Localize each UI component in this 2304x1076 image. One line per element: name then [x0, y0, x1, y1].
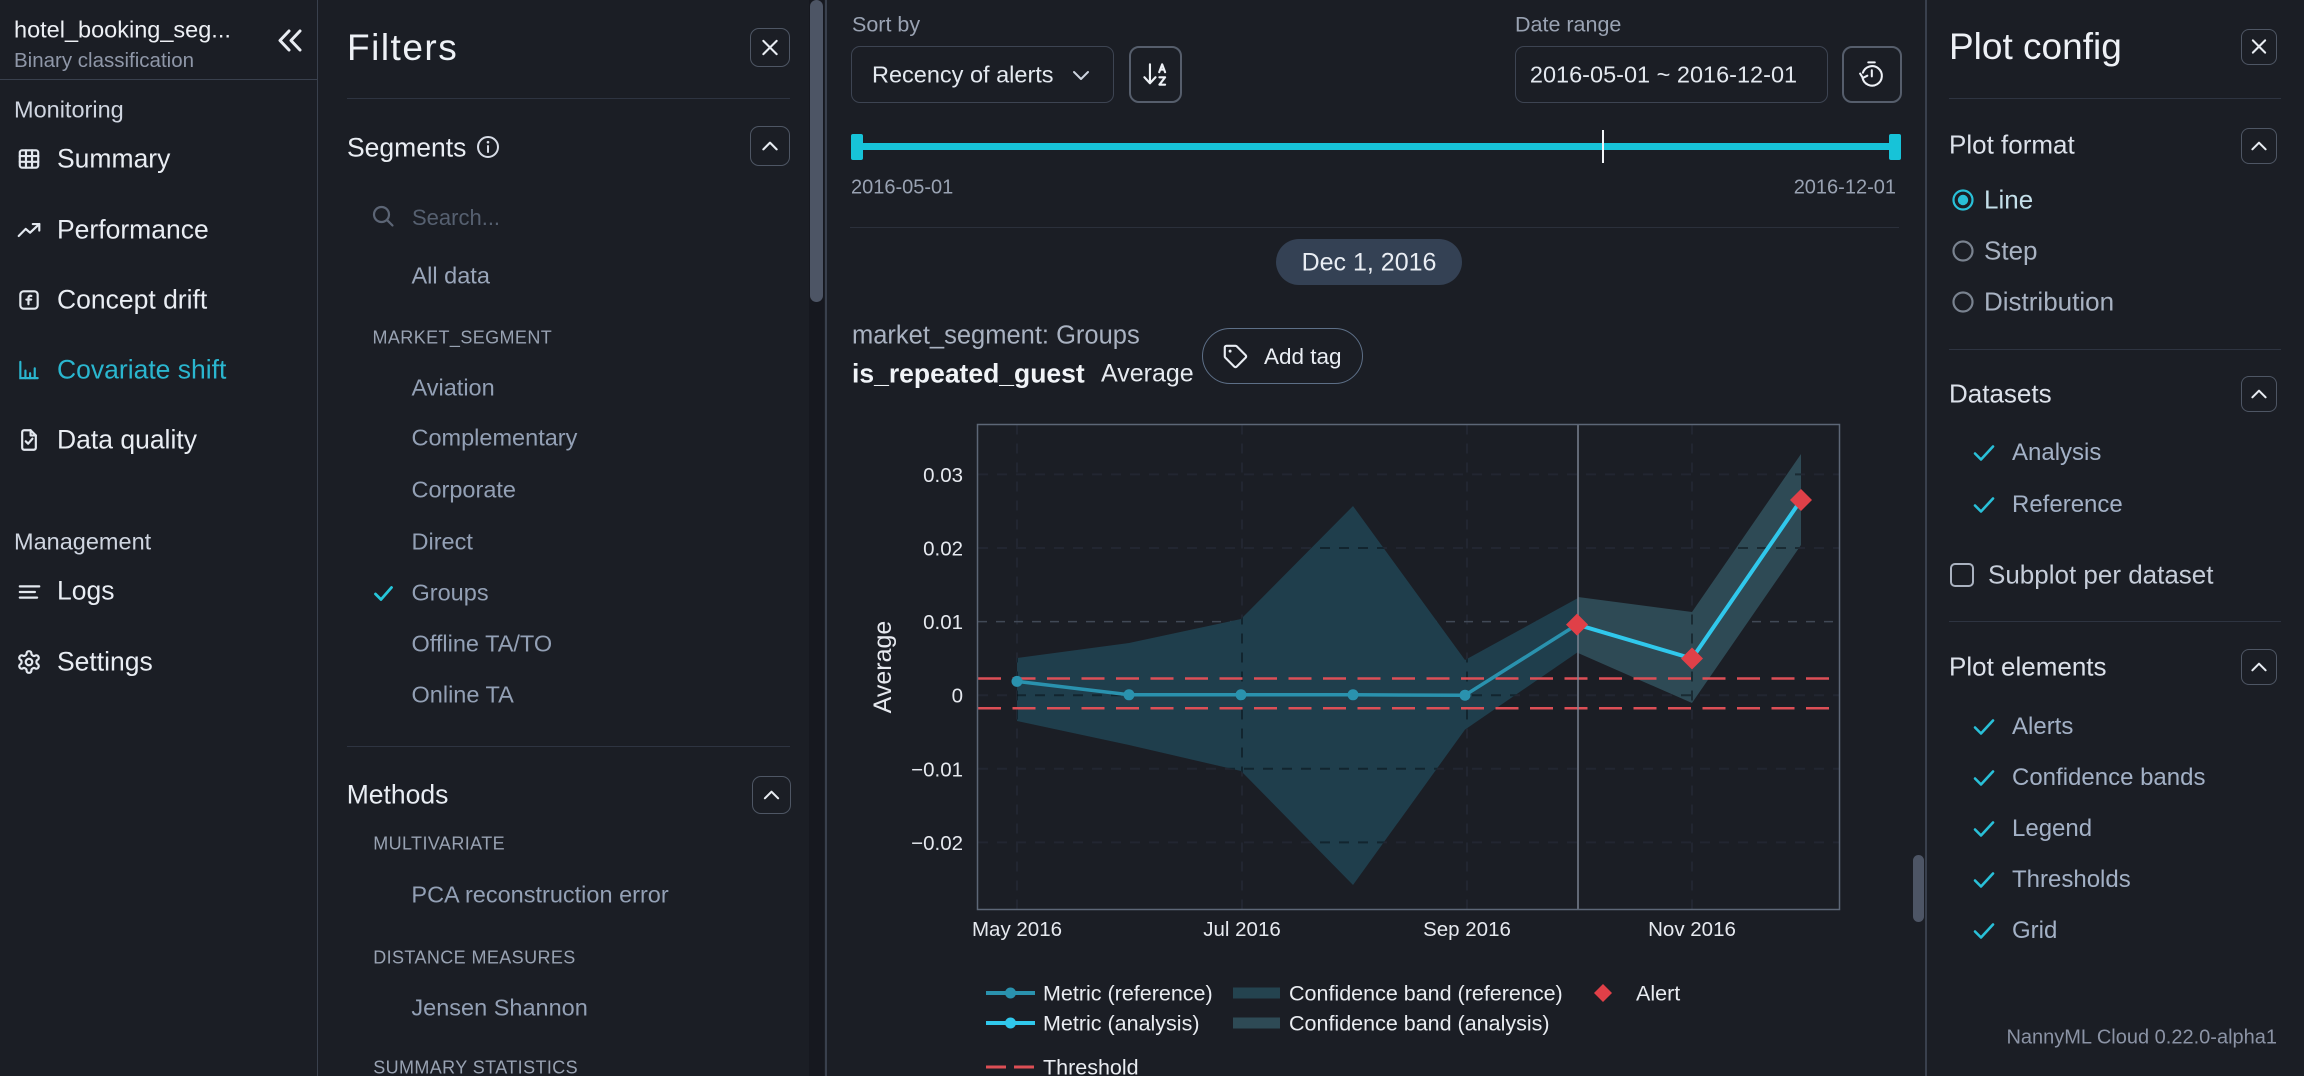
svg-text:0.01: 0.01: [923, 611, 963, 634]
svg-text:−0.02: −0.02: [911, 832, 963, 855]
svg-text:Metric (reference): Metric (reference): [1043, 982, 1213, 1006]
svg-text:0.02: 0.02: [923, 538, 963, 561]
svg-text:May 2016: May 2016: [972, 918, 1062, 941]
svg-text:Nov 2016: Nov 2016: [1648, 918, 1736, 941]
svg-text:0.03: 0.03: [923, 464, 963, 487]
svg-text:Threshold: Threshold: [1043, 1056, 1139, 1076]
svg-text:Jul 2016: Jul 2016: [1203, 918, 1281, 941]
svg-text:Metric (analysis): Metric (analysis): [1043, 1012, 1200, 1036]
svg-text:Sep 2016: Sep 2016: [1423, 918, 1511, 941]
svg-text:Average: Average: [869, 621, 897, 714]
svg-text:Alert: Alert: [1636, 982, 1680, 1006]
svg-text:0: 0: [952, 685, 963, 708]
svg-text:−0.01: −0.01: [911, 758, 963, 781]
svg-text:Confidence band (analysis): Confidence band (analysis): [1289, 1012, 1550, 1036]
svg-text:Confidence band (reference): Confidence band (reference): [1289, 982, 1563, 1006]
